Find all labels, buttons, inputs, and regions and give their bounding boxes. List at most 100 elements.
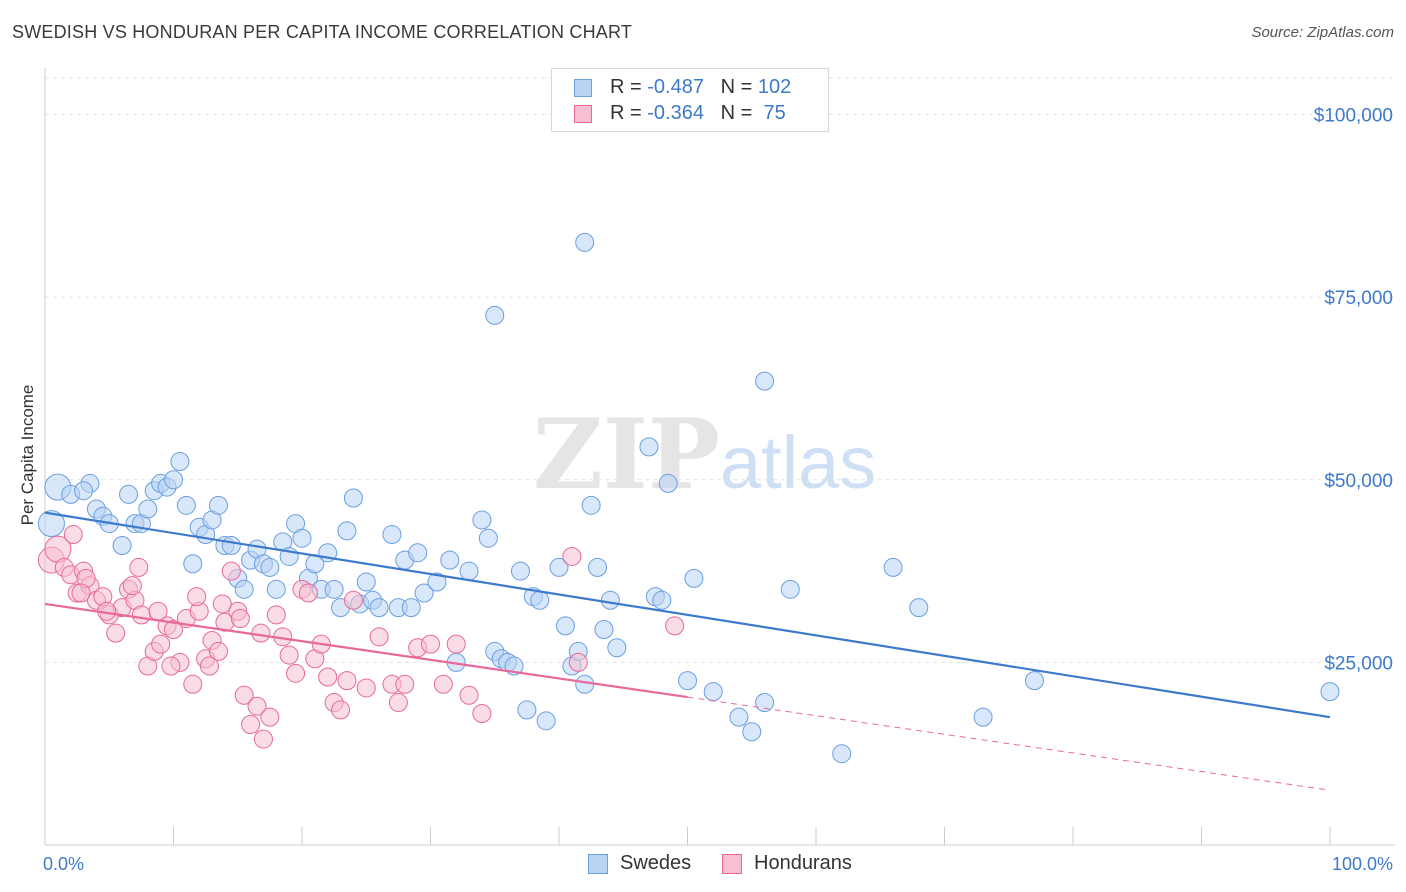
hondurans-point [187, 587, 207, 607]
hondurans-swatch [574, 105, 592, 123]
y-axis-title: Per Capita Income [18, 384, 37, 526]
swedes-point [517, 700, 537, 720]
swedes-point [658, 473, 678, 493]
swedes-point [780, 579, 800, 599]
hondurans-point [433, 674, 453, 694]
swedes-point [337, 521, 357, 541]
swedes-point [600, 590, 620, 610]
hondurans-point [122, 576, 142, 596]
hondurans-legend-label: Hondurans [754, 852, 852, 874]
hondurans-point [106, 623, 126, 643]
hondurans-point [665, 616, 685, 636]
swedes-point [555, 616, 575, 636]
hondurans-point [63, 525, 83, 545]
swedes-point [607, 638, 627, 658]
x-tick-label-start: 0.0% [43, 854, 84, 874]
swedes-point [414, 583, 434, 603]
swedes-point [459, 561, 479, 581]
hondurans-point [151, 634, 171, 654]
swedes-point [703, 682, 723, 702]
hondurans-point [337, 671, 357, 691]
r-label: R = [610, 76, 648, 98]
swedes-point [909, 598, 929, 618]
watermark-zip: ZIP [533, 398, 720, 511]
r-value: -0.364 [647, 102, 704, 124]
data-points [37, 232, 1340, 764]
hondurans-point [562, 546, 582, 566]
hondurans-point [164, 620, 183, 640]
swedes-point [549, 557, 569, 577]
hondurans-point [459, 685, 479, 705]
swedes-point [266, 579, 286, 599]
swedes-point [408, 543, 428, 563]
swedes-point [401, 598, 421, 618]
axes [44, 68, 1395, 846]
swedes-point [510, 561, 530, 581]
swedes-legend-label: Swedes [620, 852, 692, 874]
stats-legend: R = -0.487 N = 102 R = -0.364 N = 75 [551, 68, 829, 132]
y-tick-label: $25,000 [1324, 653, 1393, 674]
swedes-point [973, 707, 993, 727]
swedes-point [427, 572, 447, 592]
hondurans-point [131, 605, 151, 625]
swedes-trendline [44, 511, 1331, 719]
hondurans-point [260, 707, 280, 727]
hondurans-point [161, 656, 181, 676]
r-value: -0.487 [647, 76, 704, 98]
hondurans-point [279, 645, 299, 665]
n-value: 75 [757, 102, 786, 124]
swedes-point [575, 232, 595, 252]
hondurans-point [446, 634, 466, 654]
swedes-point [755, 693, 775, 713]
hondurans-point [234, 685, 254, 705]
hondurans-point [199, 656, 219, 676]
y-tick-label: $75,000 [1324, 288, 1393, 309]
swedes-point [639, 437, 659, 457]
swedes-point [536, 711, 556, 731]
swedes-point [112, 536, 132, 556]
swedes-point [684, 568, 704, 588]
y-tick-label: $100,000 [1314, 106, 1393, 127]
source-label: Source: ZipAtlas.com [1251, 24, 1394, 41]
hondurans-point [298, 583, 318, 603]
n-label: N = [720, 102, 758, 124]
swedes-point [1024, 671, 1044, 691]
swedes-point [176, 495, 196, 515]
hondurans-point [472, 704, 492, 724]
swedes-point [440, 550, 460, 570]
swedes-point [678, 671, 697, 691]
swedes-point [343, 488, 363, 508]
swedes-legend-swatch [588, 854, 608, 874]
r-label: R = [610, 102, 648, 124]
hondurans-trendline-extension [687, 696, 1331, 791]
hondurans-point [241, 714, 261, 734]
hondurans-point [247, 696, 267, 716]
watermark-atlas: atlas [720, 421, 876, 504]
swedes-point [594, 620, 614, 640]
hondurans-point [286, 663, 306, 683]
swedes-point [234, 579, 254, 599]
swedes-point [119, 484, 139, 504]
trend-lines [44, 511, 1331, 791]
swedes-point [588, 557, 608, 577]
swedes-point [183, 554, 203, 574]
tick-labels: $25,000 $50,000 $75,000 $100,000 0.0% 100.0% [43, 106, 1393, 874]
hondurans-point [266, 605, 286, 625]
swedes-point [138, 499, 158, 519]
swedes-point [485, 305, 505, 325]
hondurans-point [369, 627, 389, 647]
swedes-point [729, 707, 749, 727]
swedes-point [478, 528, 498, 548]
n-value: 102 [757, 76, 792, 98]
swedes-point [37, 510, 65, 538]
swedes-point [170, 452, 190, 471]
hondurans-point [388, 693, 408, 713]
swedes-point [208, 495, 228, 515]
swedes-point [742, 722, 762, 742]
hondurans-point [230, 609, 250, 629]
chart-title: SWEDISH VS HONDURAN PER CAPITA INCOME CO… [12, 22, 633, 42]
hondurans-point [208, 641, 228, 661]
hondurans-point [129, 557, 149, 577]
hondurans-point [212, 594, 232, 614]
